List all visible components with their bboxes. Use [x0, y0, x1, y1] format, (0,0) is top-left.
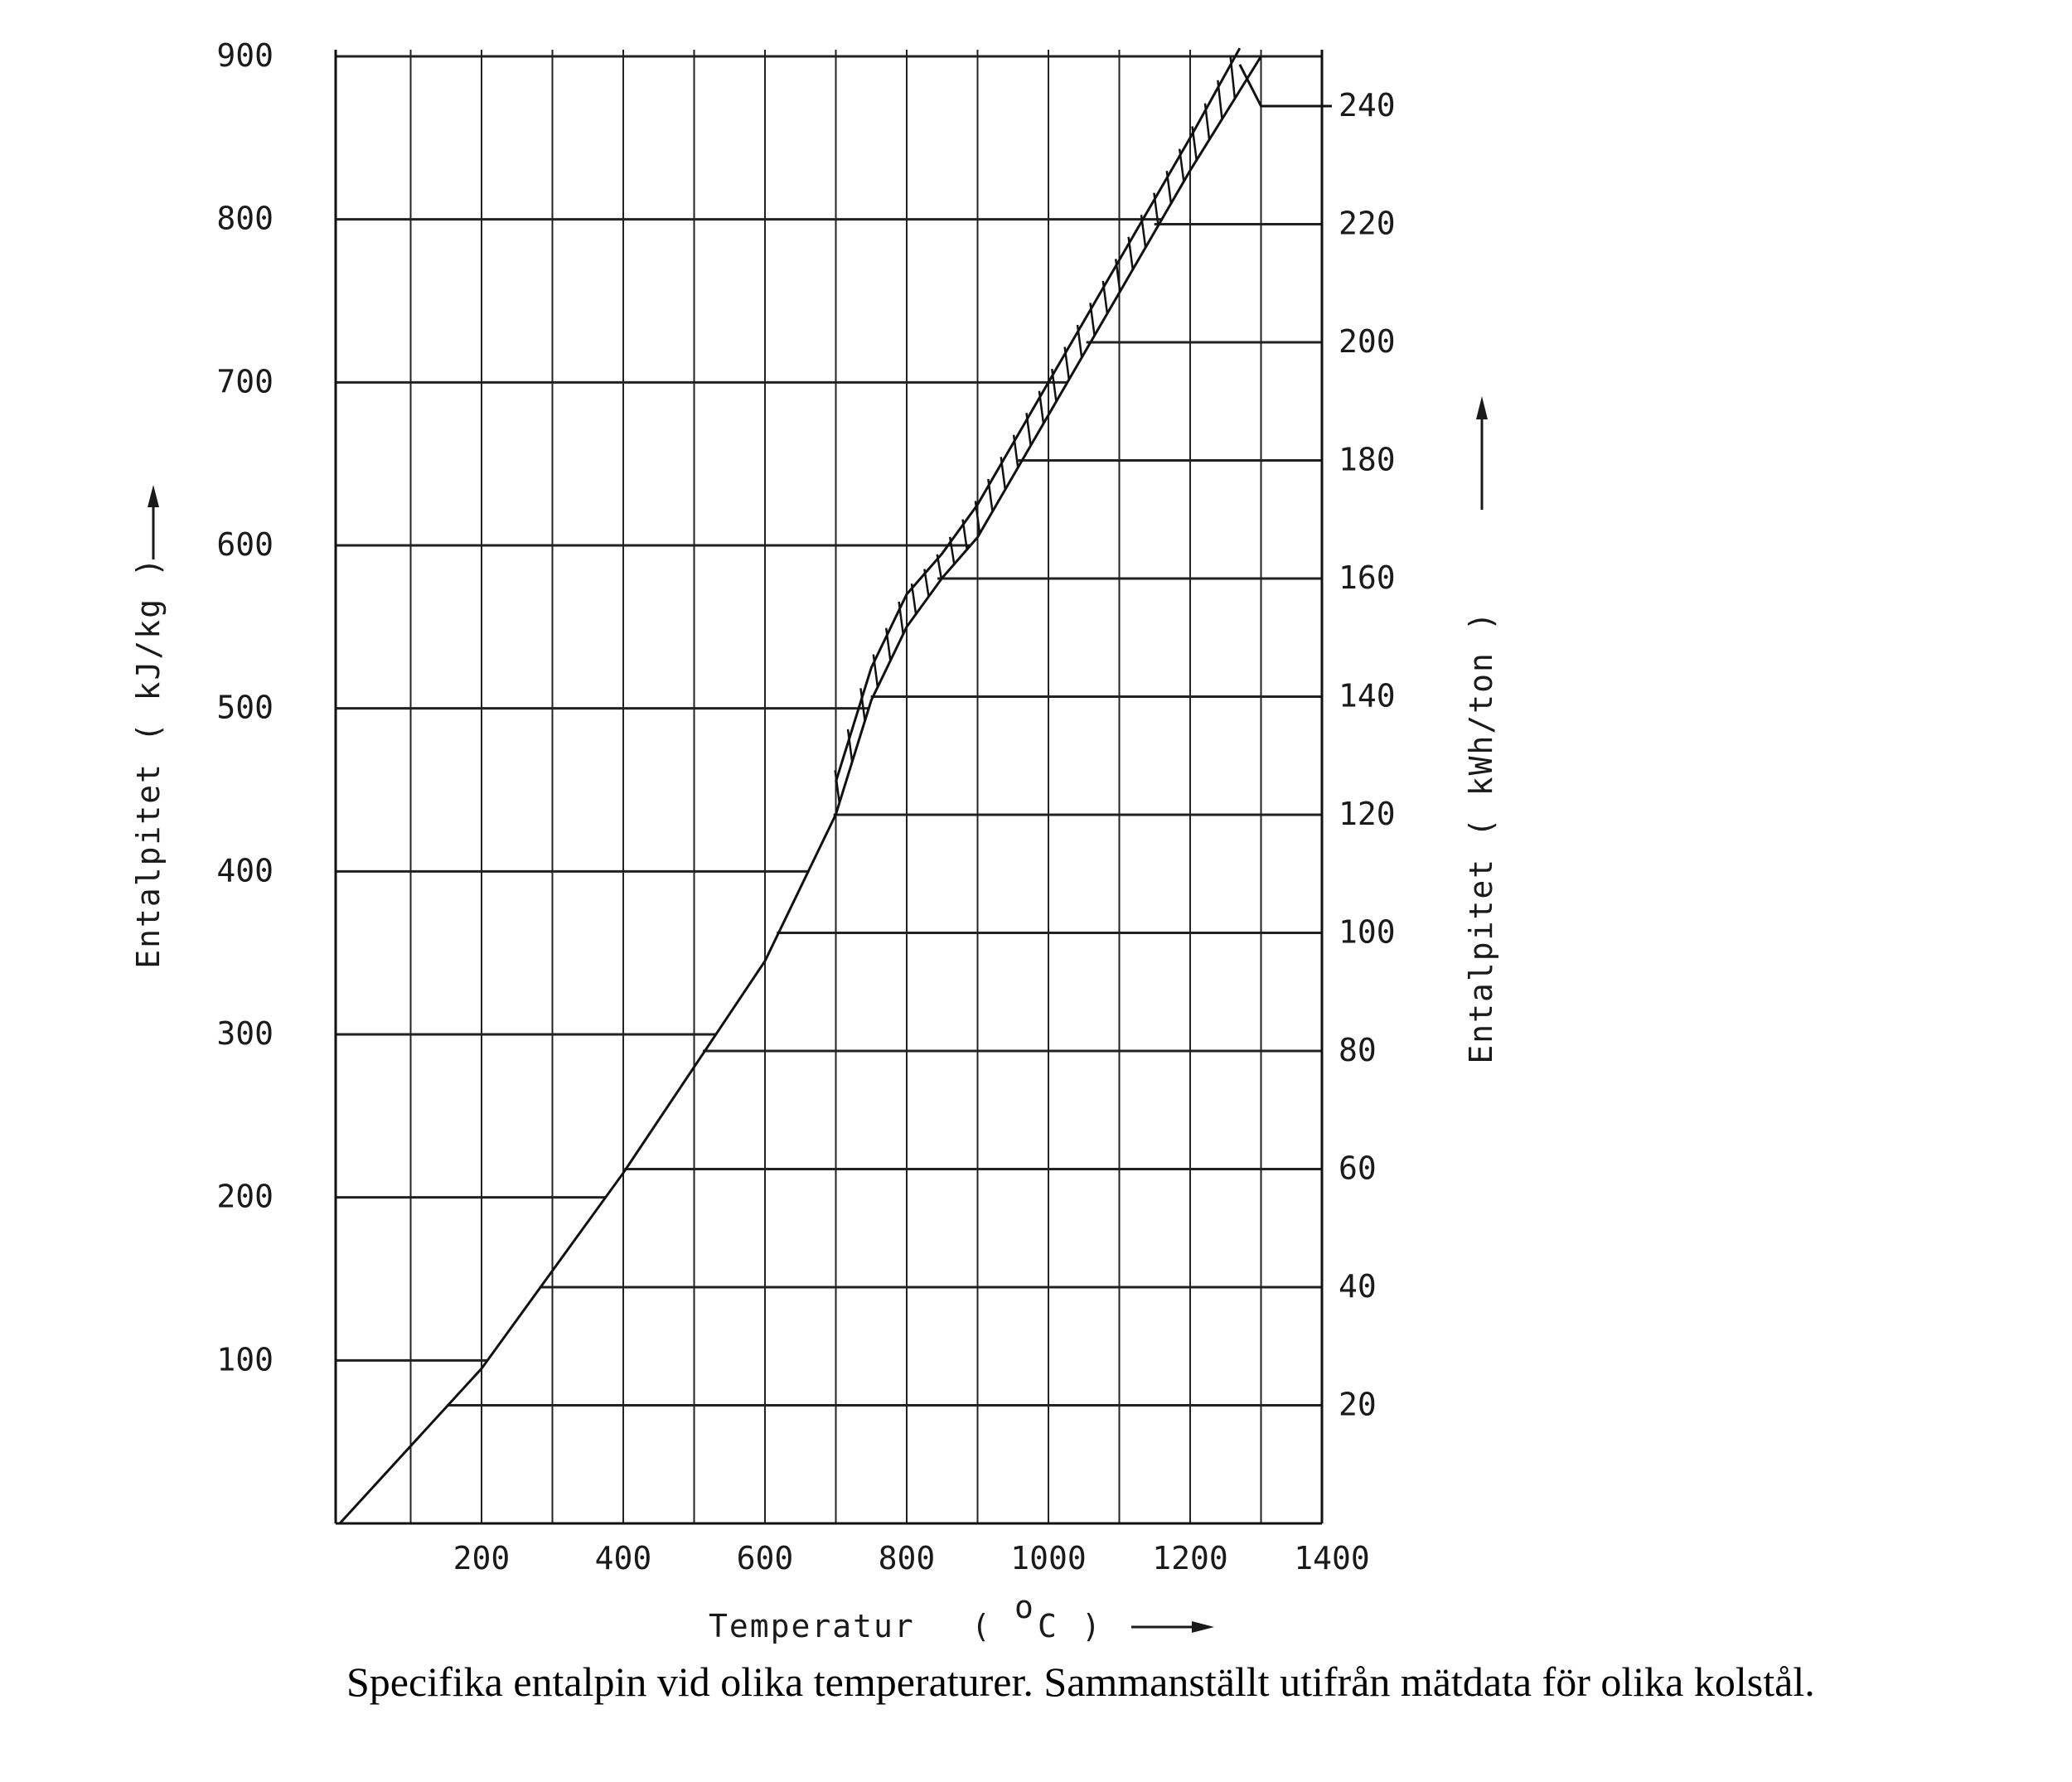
- x-tick-label: 200: [453, 1540, 511, 1576]
- y-right-tick-label: 40: [1339, 1268, 1377, 1305]
- enthalpy-band-hatch: [846, 729, 854, 763]
- enthalpy-band-hatch: [1229, 56, 1237, 99]
- y-right-tick-label: 140: [1339, 678, 1396, 714]
- y-left-tick-label: 300: [216, 1015, 274, 1052]
- y-right-tick-label: 100: [1339, 914, 1396, 951]
- y-left-tick-label: 600: [216, 526, 274, 563]
- enthalpy-band-hatch: [1140, 215, 1147, 248]
- y-right-label: Entalpitet ( kWh/ton ): [1463, 610, 1499, 1063]
- enthalpy-band-hatch: [898, 601, 904, 635]
- y-left-tick-label: 700: [216, 363, 274, 399]
- y-right-tick-label: 200: [1339, 323, 1396, 360]
- figure-caption: Specifika entalpin vid olika temperature…: [346, 1659, 1815, 1705]
- enthalpy-band-hatch: [872, 654, 879, 688]
- y-right-tick-label: 220: [1339, 206, 1396, 242]
- y-left-tick-label: 800: [216, 201, 274, 237]
- y-left-label-group: Entalpitet ( kJ/kg ): [130, 556, 167, 969]
- x-tick-label: 400: [595, 1540, 652, 1576]
- y-right-tick-label: 160: [1339, 559, 1396, 596]
- enthalpy-band-hatch: [1076, 324, 1083, 358]
- enthalpy-band-hatch: [910, 584, 917, 615]
- y-right-tick-label: 80: [1339, 1032, 1377, 1068]
- enthalpy-band-hatch: [1012, 434, 1019, 468]
- enthalpy-band-hatch: [1191, 126, 1198, 161]
- y-left-label: Entalpitet ( kJ/kg ): [130, 556, 167, 969]
- y-right-tick-label: 120: [1339, 796, 1396, 832]
- enthalpy-band-hatch: [834, 770, 841, 803]
- y-left-tick-label: 400: [216, 852, 274, 889]
- y-right-tick-label: 180: [1339, 442, 1396, 478]
- x-axis-arrow: [1131, 1621, 1214, 1633]
- x-axis-ticks: 200 400 600 800 1000 1200 1400: [453, 1540, 1370, 1576]
- enthalpy-curve-lower: [338, 56, 1262, 1525]
- enthalpy-band-hatch: [961, 519, 968, 550]
- y-left-tick-label: 900: [216, 37, 274, 74]
- series-layer: [338, 47, 1332, 1525]
- enthalpy-band-hatch: [936, 554, 943, 579]
- x-tick-label: 600: [737, 1540, 794, 1576]
- enthalpy-band-hatch: [1051, 368, 1058, 402]
- enthalpy-band-hatch: [1165, 170, 1173, 204]
- y-right-tick-label: 60: [1339, 1150, 1377, 1187]
- enthalpy-band-hatch: [1217, 80, 1223, 119]
- x-axis-unit-open: (: [971, 1608, 992, 1644]
- y-right-label-group: Entalpitet ( kWh/ton ): [1463, 610, 1499, 1063]
- enthalpy-band-hatch: [884, 627, 892, 661]
- enthalpy-band-hatch: [1114, 259, 1121, 292]
- y-left-tick-label: 500: [216, 690, 274, 726]
- right-axis-ticks: 20 40 60 80 100 120 140 160 180 200 220 240: [1339, 87, 1396, 1423]
- enthalpy-band-hatch: [974, 501, 981, 534]
- enthalpy-band-hatch: [948, 536, 956, 564]
- y-right-tick-label: 240: [1339, 87, 1396, 123]
- x-tick-label: 1200: [1152, 1540, 1228, 1576]
- enthalpy-band-hatch: [1153, 192, 1159, 226]
- y-right-arrow: [1476, 396, 1488, 510]
- enthalpy-band-hatch: [1203, 103, 1211, 140]
- enthalpy-curve-upper: [835, 47, 1242, 782]
- enthalpy-band-hatch: [1000, 457, 1007, 490]
- x-axis-unit-degree: o: [1014, 1589, 1035, 1625]
- gridlines: [336, 50, 1322, 1523]
- x-axis-unit-letter: C: [1038, 1608, 1058, 1644]
- enthalpy-band-hatch: [1101, 280, 1109, 314]
- enthalpy-band-hatch: [1063, 346, 1071, 380]
- x-tick-label: 800: [879, 1540, 936, 1576]
- enthalpy-band-hatch: [987, 478, 994, 512]
- y-right-tick-label: 20: [1339, 1387, 1377, 1423]
- plot-frame: [334, 50, 1324, 1525]
- enthalpy-band-hatch: [1089, 303, 1096, 336]
- enthalpy-band-hatch: [1025, 413, 1032, 446]
- x-axis-label: Temperatur: [709, 1608, 915, 1644]
- enthalpy-band-hatch: [1038, 390, 1045, 424]
- enthalpy-band-hatch: [1178, 148, 1185, 182]
- x-tick-label: 1400: [1294, 1540, 1370, 1576]
- enthalpy-band-hatch: [859, 688, 866, 721]
- y-left-tick-label: 200: [216, 1179, 274, 1215]
- x-tick-label: 1000: [1010, 1540, 1087, 1576]
- y-left-tick-label: 100: [216, 1341, 274, 1378]
- left-axis-ticks: 100 200 300 400 500 600 700 800 900: [216, 37, 274, 1378]
- x-axis-unit-close: ): [1082, 1608, 1102, 1644]
- enthalpy-band-hatch: [1127, 236, 1134, 270]
- top-plateau-line: [1238, 64, 1332, 108]
- enthalpy-band-hatch: [923, 569, 930, 597]
- y-left-arrow: [148, 485, 159, 559]
